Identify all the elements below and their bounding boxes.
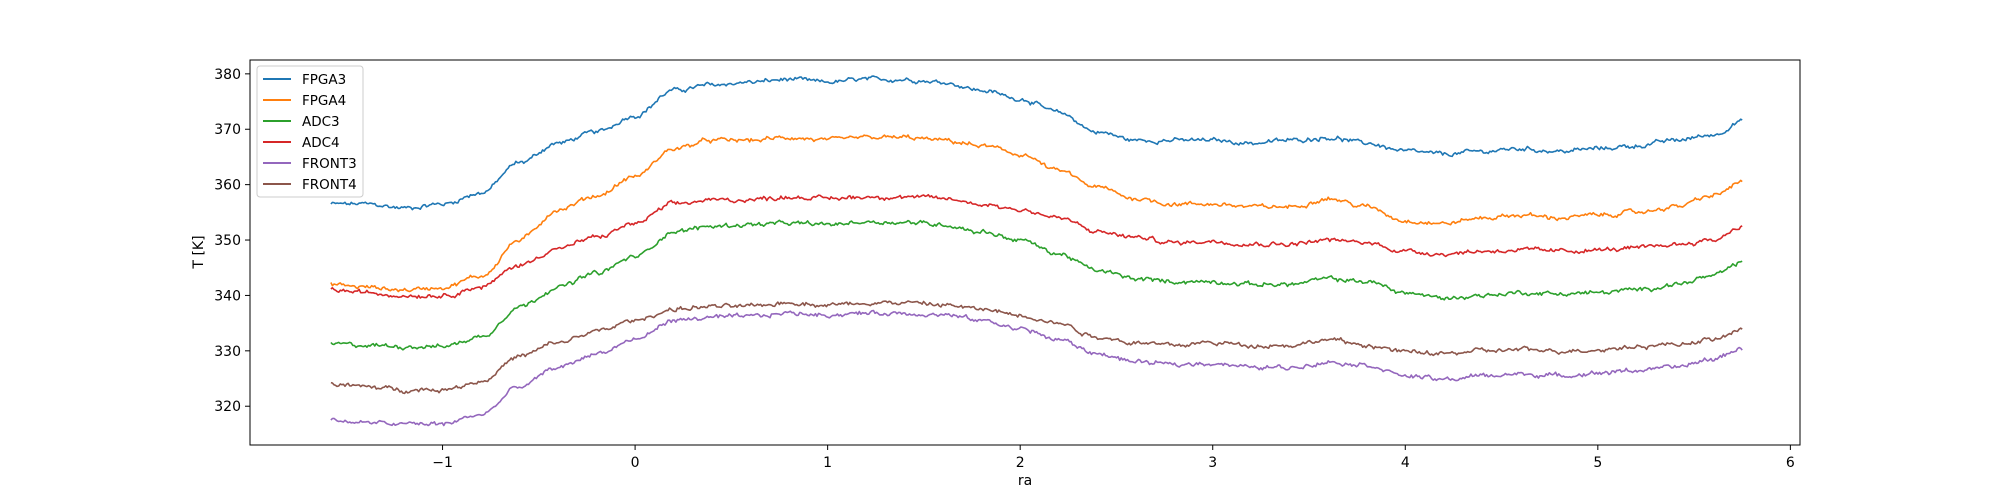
series-line-front4 — [330, 300, 1743, 395]
legend-label-fpga4: FPGA4 — [302, 93, 346, 109]
legend-label-front3: FRONT3 — [302, 156, 357, 172]
series-line-fpga3 — [330, 75, 1743, 211]
x-tick-label: 0 — [631, 455, 640, 471]
y-axis: 320 330 340 350 360 370 380 — [214, 67, 250, 415]
y-tick-label: 320 — [214, 399, 241, 415]
legend-label-front4: FRONT4 — [302, 177, 357, 193]
y-tick-label: 330 — [214, 344, 241, 360]
y-axis-label: T [K] — [191, 235, 207, 269]
legend-label-adc4: ADC4 — [302, 135, 340, 151]
series-line-fpga4 — [330, 134, 1743, 293]
y-tick-label: 380 — [214, 67, 241, 83]
x-axis: −1 0 1 2 3 4 5 6 — [432, 445, 1795, 471]
x-tick-label: 5 — [1593, 455, 1602, 471]
y-tick-label: 350 — [214, 233, 241, 249]
x-tick-label: 6 — [1786, 455, 1795, 471]
series-line-front3 — [330, 309, 1743, 427]
x-tick-label: −1 — [432, 455, 453, 471]
legend-label-adc3: ADC3 — [302, 114, 340, 130]
plot-frame — [249, 59, 1801, 446]
y-tick-label: 370 — [214, 122, 241, 138]
x-axis-label: ra — [1018, 473, 1032, 489]
x-tick-label: 3 — [1208, 455, 1217, 471]
legend: FPGA3 FPGA4 ADC3 ADC4 FRONT3 FRONT4 — [256, 65, 364, 198]
y-tick-label: 360 — [214, 178, 241, 194]
legend-box — [256, 65, 364, 198]
series-line-adc4 — [330, 193, 1743, 299]
plot-area — [250, 60, 1800, 445]
series-line-adc3 — [330, 219, 1743, 351]
x-tick-label: 1 — [823, 455, 832, 471]
legend-label-fpga3: FPGA3 — [302, 72, 346, 88]
x-tick-label: 2 — [1016, 455, 1025, 471]
x-tick-label: 4 — [1401, 455, 1410, 471]
y-tick-label: 340 — [214, 288, 241, 304]
series-layer — [330, 75, 1743, 427]
